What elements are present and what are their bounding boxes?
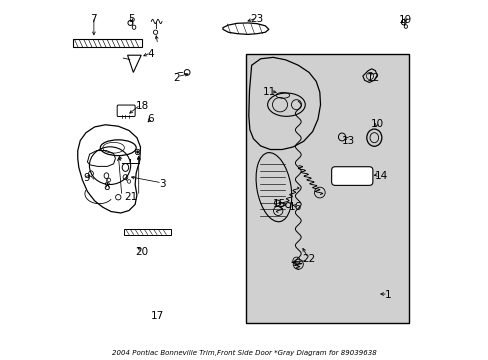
Text: 18: 18 (135, 101, 149, 111)
Text: 9: 9 (83, 173, 90, 183)
Bar (73, 40, 142, 47)
FancyBboxPatch shape (331, 167, 372, 185)
FancyBboxPatch shape (117, 105, 135, 117)
Text: 12: 12 (366, 73, 380, 83)
Bar (246, 54, 408, 323)
Text: 14: 14 (374, 171, 387, 181)
Text: 22: 22 (302, 254, 315, 264)
Text: 11: 11 (263, 87, 276, 97)
Text: 16: 16 (288, 202, 302, 212)
Text: 2: 2 (173, 73, 179, 83)
Text: 17: 17 (151, 311, 164, 320)
Text: 3: 3 (159, 179, 165, 189)
Bar (124, 229, 171, 234)
Text: 7: 7 (90, 14, 97, 24)
Text: 10: 10 (370, 120, 383, 129)
Text: 4: 4 (147, 49, 154, 59)
Text: 20: 20 (136, 247, 148, 257)
Text: 5: 5 (128, 14, 135, 24)
Text: 2004 Pontiac Bonneville Trim,Front Side Door *Gray Diagram for 89039638: 2004 Pontiac Bonneville Trim,Front Side … (112, 350, 376, 356)
Text: 21: 21 (123, 192, 137, 202)
Text: 19: 19 (398, 15, 412, 26)
Text: 15: 15 (272, 199, 285, 210)
Ellipse shape (136, 151, 139, 153)
Text: 6: 6 (147, 114, 154, 124)
Text: 13: 13 (341, 136, 354, 145)
Text: 8: 8 (103, 182, 109, 192)
Text: 23: 23 (250, 14, 263, 24)
Text: 1: 1 (384, 290, 390, 300)
